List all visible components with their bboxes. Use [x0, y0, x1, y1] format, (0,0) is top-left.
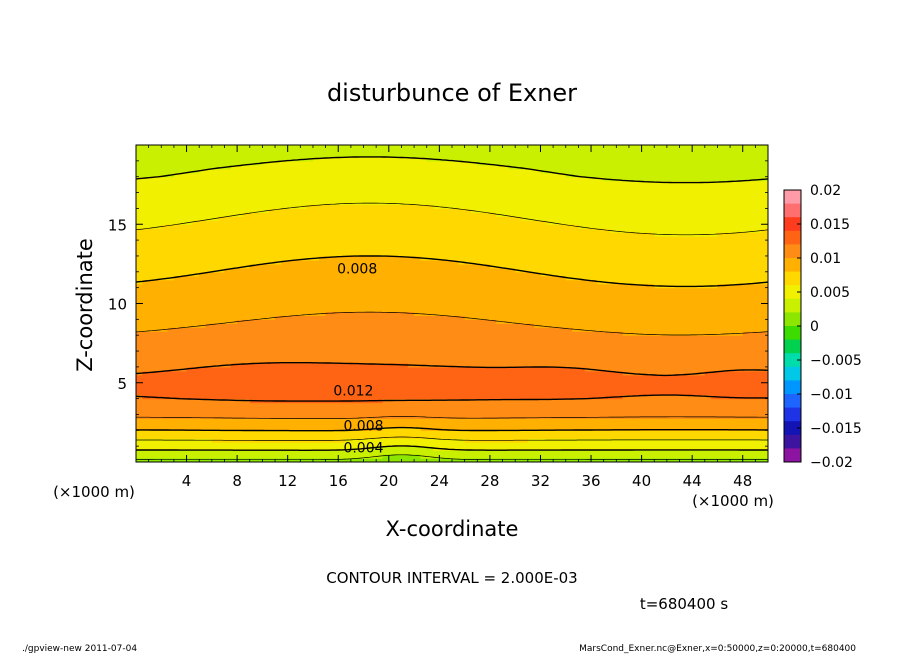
x-tick-label: 32 [531, 472, 550, 490]
colorbar-tick-label: −0.01 [810, 387, 853, 403]
colorbar-swatch [784, 217, 801, 232]
colorbar-tick-label: −0.005 [810, 353, 862, 369]
colorbar-swatch [784, 271, 801, 286]
contour-lines [136, 156, 768, 461]
x-tick-label: 40 [632, 472, 651, 490]
contour-line [136, 202, 768, 236]
colorbar-swatch [784, 353, 801, 368]
footer-left: ./gpview-new 2011-07-04 [22, 644, 137, 654]
colorbar-swatch [784, 244, 801, 259]
contour-line [136, 454, 768, 461]
x-tick-label: 44 [683, 472, 702, 490]
colorbar-tick-label: 0.005 [810, 285, 850, 301]
x-tick-label: 24 [430, 472, 449, 490]
x-tick-label: 8 [232, 472, 242, 490]
y-tick-label: 10 [108, 296, 127, 314]
x-tick-label: 28 [480, 472, 499, 490]
plot-area [136, 145, 768, 462]
colorbar-tick-label: 0.02 [810, 183, 841, 199]
contour-line [136, 394, 768, 402]
colorbar-swatch [784, 326, 801, 341]
colorbar-swatch [784, 258, 801, 273]
x-axis-label: X-coordinate [386, 517, 519, 541]
colorbar-swatch [784, 312, 801, 327]
colorbar-swatch [784, 339, 801, 354]
filled-contour-bands [136, 145, 768, 462]
colorbar-swatch [784, 394, 801, 409]
colorbar-swatch [784, 366, 801, 381]
x-tick-label: 36 [581, 472, 600, 490]
contour-line [136, 156, 768, 184]
x-tick-label: 48 [733, 472, 752, 490]
colorbar-swatch [784, 285, 801, 300]
colorbar-tick-label: 0.015 [810, 217, 850, 233]
colorbar-swatch [784, 434, 801, 449]
contour-line [136, 416, 768, 419]
colorbar [784, 190, 801, 463]
colorbar-tick-labels: 0.02 0.015 0.01 0.005 0 −0.005 −0.01 −0.015 −0.0… [797, 183, 862, 471]
contour-value-label: 0.008 [343, 419, 383, 435]
y-tick-label: 5 [117, 375, 127, 393]
colorbar-swatch [784, 230, 801, 245]
time-label: t=680400 s [640, 595, 728, 613]
contour-value-label: 0.004 [343, 441, 383, 457]
colorbar-swatch [784, 380, 801, 395]
colorbar-swatch [784, 190, 801, 205]
contour-interval-label: CONTOUR INTERVAL = 2.000E-03 [326, 569, 577, 587]
y-axis-ticks: 5 10 15 [108, 160, 768, 447]
colorbar-tick-label: −0.02 [810, 455, 853, 471]
contour-value-label: 0.012 [333, 384, 373, 400]
y-axis-label: Z-coordinate [73, 238, 97, 372]
colorbar-tick-label: 0 [810, 319, 819, 335]
x-tick-label: 4 [182, 472, 192, 490]
colorbar-swatch [784, 448, 801, 463]
colorbar-swatch [784, 421, 801, 436]
contour-line [136, 426, 768, 432]
contour-line [136, 436, 768, 441]
x-axis-ticks: 4 8 12 16 20 24 28 32 36 40 44 48 [148, 145, 756, 490]
x-axis-unit: (×1000 m) [692, 492, 774, 510]
contour-line [136, 362, 768, 377]
contour-line [136, 445, 768, 451]
x-tick-label: 12 [278, 472, 297, 490]
y-tick-label: 15 [108, 216, 127, 234]
contour-value-label: 0.008 [337, 262, 377, 278]
x-tick-label: 20 [379, 472, 398, 490]
colorbar-tick-label: 0.01 [810, 251, 841, 267]
y-axis-unit: (×1000 m) [53, 483, 135, 501]
footer-right: MarsCond_Exner.nc@Exner,x=0:50000,z=0:20… [579, 644, 856, 654]
colorbar-swatch [784, 298, 801, 313]
contour-value-labels: 0.008 0.012 0.008 0.004 [333, 262, 383, 457]
contour-line [136, 311, 768, 336]
contour-line [136, 255, 768, 288]
colorbar-swatch [784, 407, 801, 422]
x-tick-label: 16 [329, 472, 348, 490]
chart-title: disturbunce of Exner [327, 79, 577, 107]
colorbar-tick-label: −0.015 [810, 421, 862, 437]
colorbar-swatch [784, 203, 801, 218]
